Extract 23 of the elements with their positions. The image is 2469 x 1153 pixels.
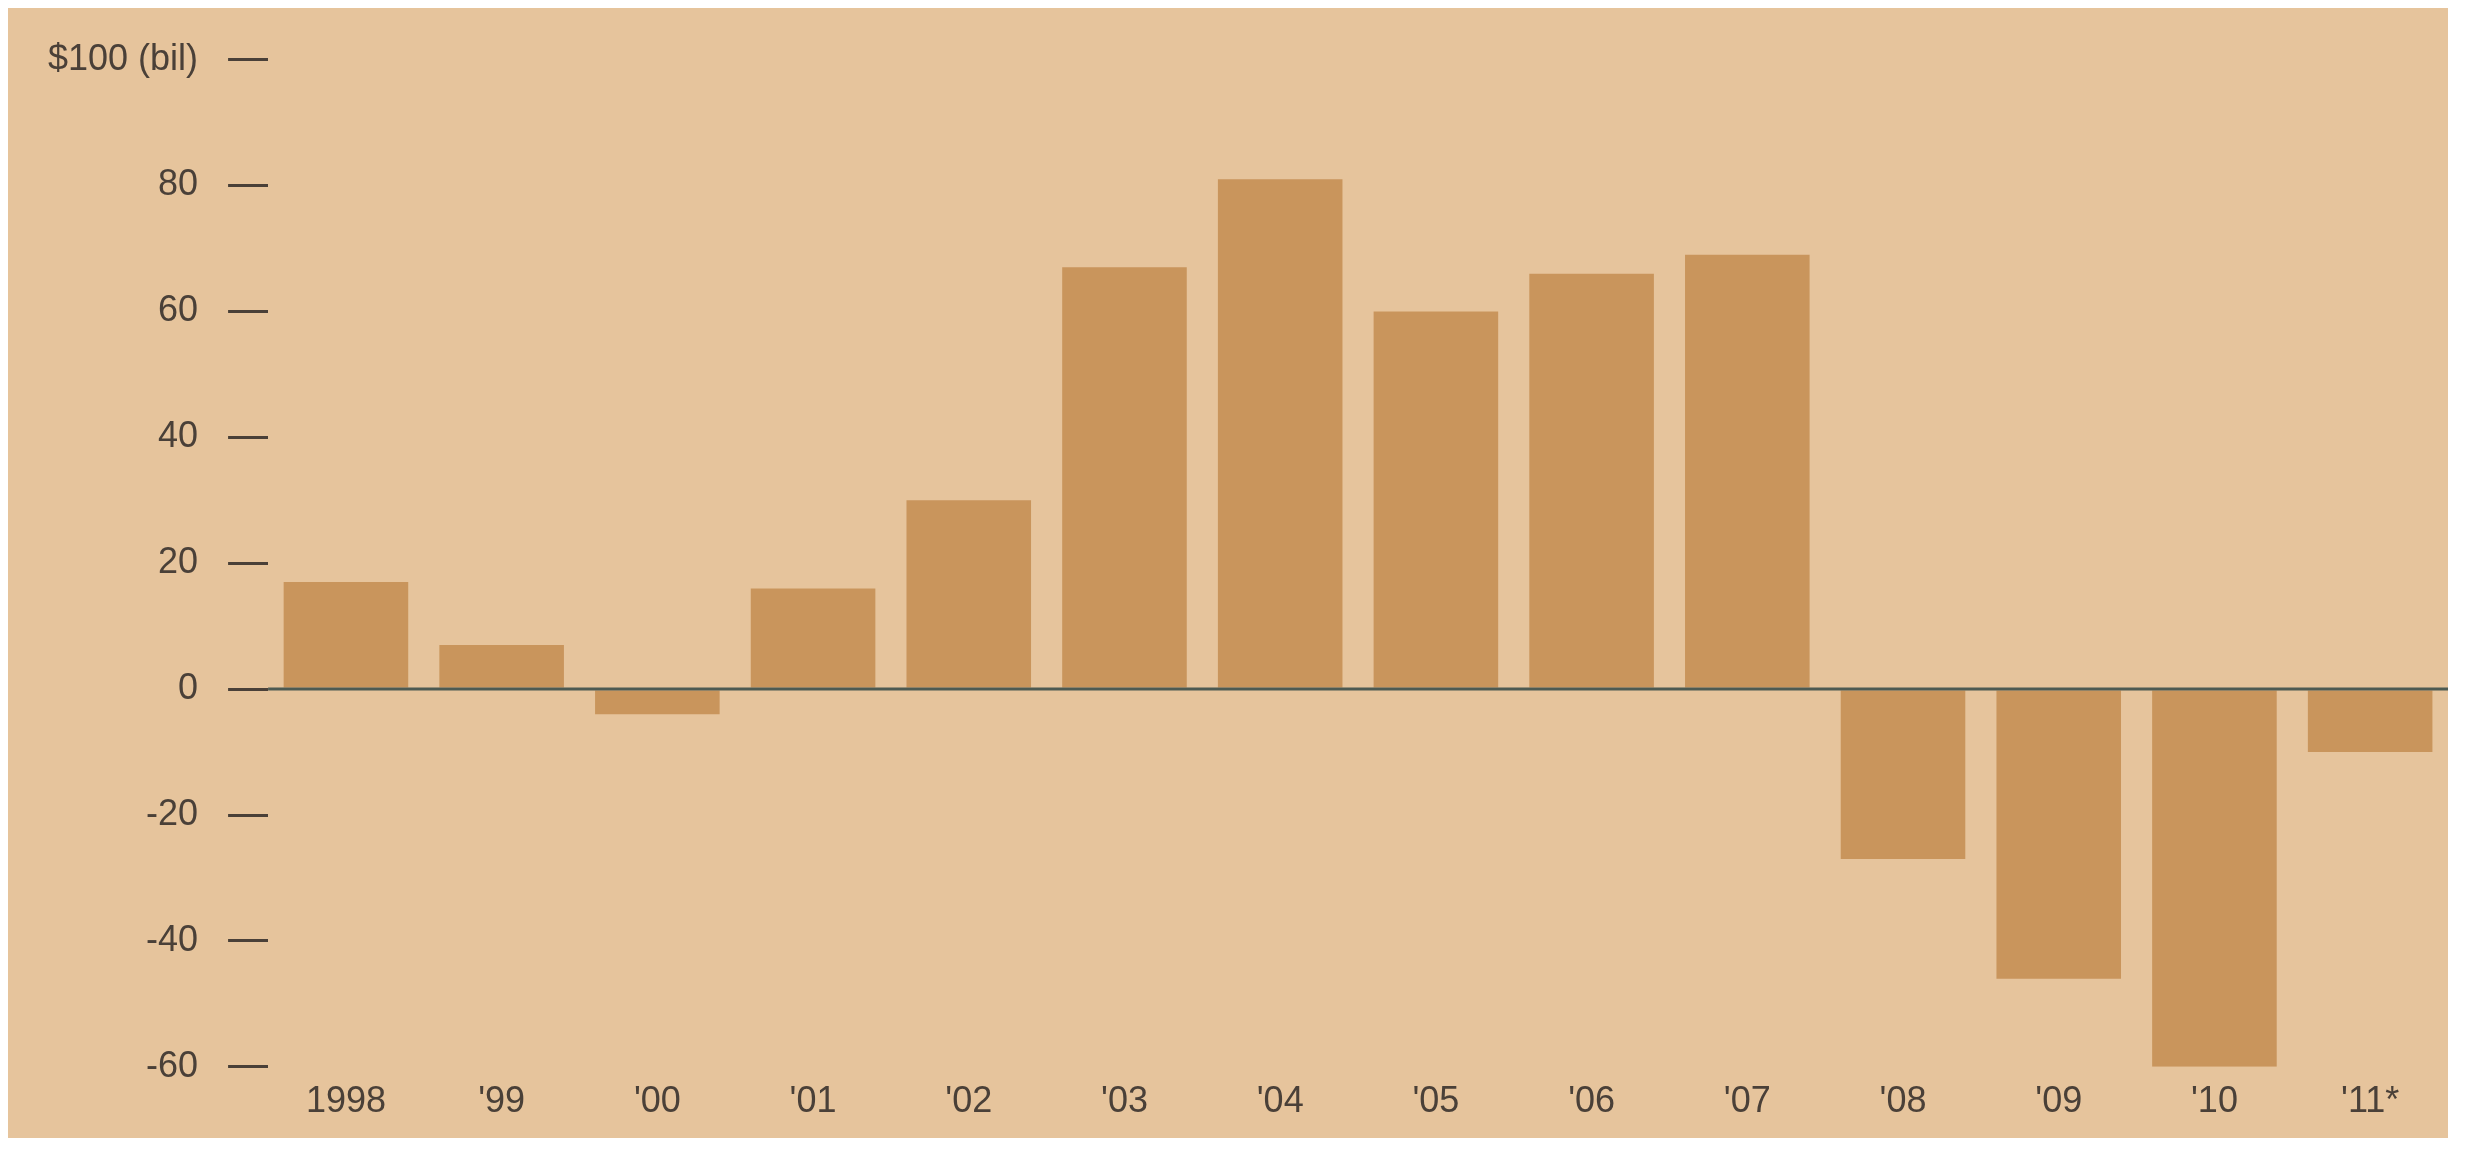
y-tick-label: -60 <box>146 1043 199 1085</box>
x-tick-label: '09 <box>2035 1079 2083 1121</box>
y-tick-label: 20 <box>158 540 199 582</box>
y-tick-label: 40 <box>158 414 199 456</box>
x-tick-label: 1998 <box>305 1079 386 1121</box>
x-tick-label: '03 <box>1101 1079 1148 1121</box>
y-tick-label: $100 (bil) <box>47 36 199 78</box>
y-tick-label: 80 <box>158 162 199 204</box>
x-tick-label: '08 <box>1879 1079 1927 1121</box>
x-tick-label: '05 <box>1412 1079 1460 1121</box>
x-tick-label: '02 <box>945 1079 993 1121</box>
y-tick-label: -20 <box>146 791 199 833</box>
x-tick-label: '07 <box>1723 1079 1771 1121</box>
x-tick-label: '06 <box>1568 1079 1616 1121</box>
x-tick-label: '10 <box>2190 1079 2238 1121</box>
y-tick-label: 60 <box>158 288 199 330</box>
x-tick-label: '11* <box>2341 1079 2400 1121</box>
y-tick-label: 0 <box>178 666 199 708</box>
x-tick-label: '04 <box>1256 1079 1304 1121</box>
x-tick-label: '01 <box>789 1079 837 1121</box>
x-tick-label: '99 <box>478 1079 526 1121</box>
y-tick-label: -40 <box>146 917 199 959</box>
x-tick-label: '00 <box>633 1079 681 1121</box>
